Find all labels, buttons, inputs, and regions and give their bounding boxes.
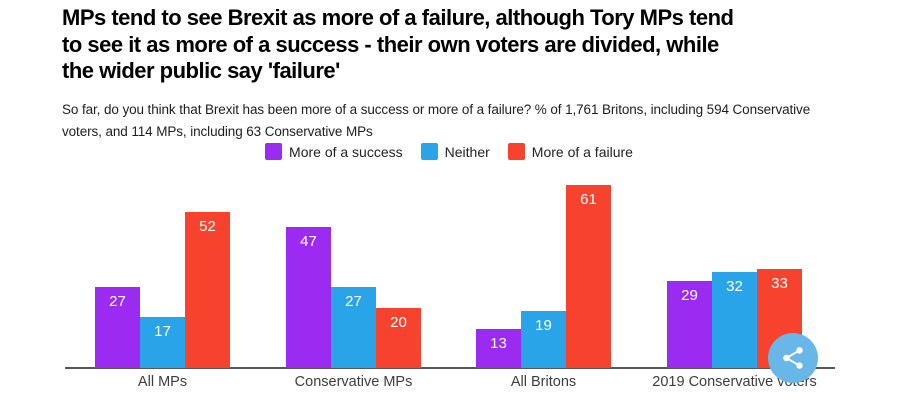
category-label: All Britons — [510, 374, 577, 390]
legend: More of a success Neither More of a failur… — [0, 143, 898, 160]
category-label: All MPs — [137, 374, 188, 390]
legend-label: More of a failure — [531, 143, 633, 160]
share-icon — [780, 345, 806, 371]
bar-value-label: 33 — [771, 275, 788, 292]
bar-value-label: 61 — [580, 191, 597, 208]
legend-item: More of a success — [265, 143, 403, 160]
legend-swatch — [420, 143, 438, 160]
bar-value-label: 17 — [154, 323, 171, 340]
chart-bar: 32 — [712, 272, 757, 368]
legend-item: Neither — [420, 143, 490, 160]
chart-bar: 27 — [331, 287, 376, 368]
chart-title-line: MPs tend to see Brexit as more of a fail… — [62, 5, 734, 30]
chart-bar: 17 — [140, 317, 185, 368]
bar-value-label: 47 — [300, 233, 317, 250]
bar-value-label: 20 — [390, 314, 407, 331]
chart-bar: 13 — [476, 329, 521, 368]
legend-swatch — [507, 143, 525, 160]
legend-swatch — [265, 143, 283, 160]
bar-value-label: 27 — [109, 293, 126, 310]
x-axis-line — [65, 367, 835, 369]
chart-title-line: the wider public say 'failure' — [62, 58, 340, 83]
bar-value-label: 32 — [726, 278, 743, 295]
chart-bar: 52 — [185, 212, 230, 368]
chart-bar: 61 — [566, 185, 611, 368]
chart-title: MPs tend to see Brexit as more of a fail… — [62, 5, 734, 85]
chart-bar: 27 — [95, 287, 140, 368]
legend-label: More of a success — [289, 143, 403, 160]
chart-bar: 29 — [667, 281, 712, 368]
bar-value-label: 27 — [345, 293, 362, 310]
share-button[interactable] — [768, 333, 818, 383]
legend-item: More of a failure — [507, 143, 633, 160]
chart-bar: 19 — [521, 311, 566, 368]
bar-value-label: 19 — [535, 317, 552, 334]
chart-title-line: to see it as more of a success - their o… — [62, 31, 719, 57]
bar-value-label: 52 — [199, 218, 216, 235]
bar-value-label: 29 — [681, 287, 698, 304]
chart-bar: 47 — [286, 227, 331, 368]
chart-subtitle: So far, do you think that Brexit has bee… — [62, 99, 810, 143]
bar-value-label: 13 — [490, 335, 507, 352]
legend-label: Neither — [444, 143, 490, 160]
category-label: 2019 Conservative voters — [652, 374, 817, 390]
chart-subtitle-line: voters, and 114 MPs, including 63 Conser… — [62, 124, 373, 139]
category-label: Conservative MPs — [294, 374, 413, 390]
chart-bar: 20 — [376, 308, 421, 368]
chart-subtitle-line: So far, do you think that Brexit has bee… — [62, 102, 811, 117]
